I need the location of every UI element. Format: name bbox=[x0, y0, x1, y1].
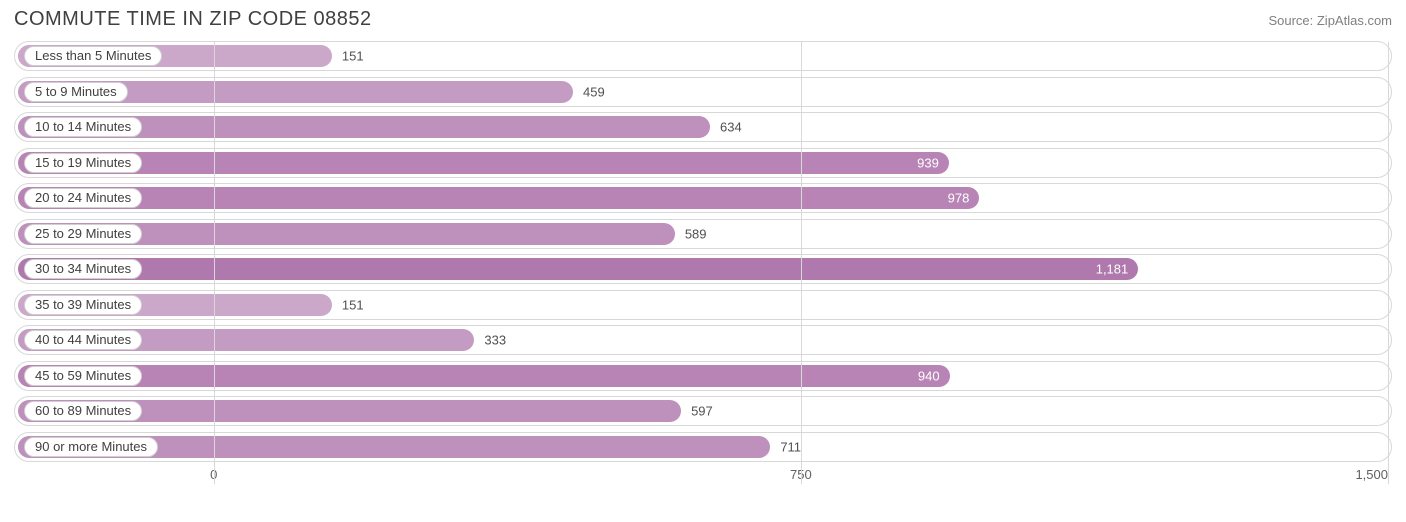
chart-header: COMMUTE TIME IN ZIP CODE 08852 Source: Z… bbox=[14, 8, 1392, 31]
bar-row: 25 to 29 Minutes 589 bbox=[14, 219, 1392, 249]
grid-line bbox=[801, 42, 802, 484]
bar-row: 15 to 19 Minutes 939 bbox=[14, 148, 1392, 178]
bar-row: 10 to 14 Minutes 634 bbox=[14, 112, 1392, 142]
bar-row: 60 to 89 Minutes 597 bbox=[14, 396, 1392, 426]
bar-row: 20 to 24 Minutes 978 bbox=[14, 183, 1392, 213]
bar-value-label: 151 bbox=[342, 49, 364, 64]
bar-category-label: 40 to 44 Minutes bbox=[24, 330, 142, 350]
bar-category-label: 60 to 89 Minutes bbox=[24, 401, 142, 421]
bar-fill bbox=[18, 187, 979, 209]
bar-value-label: 1,181 bbox=[1096, 262, 1129, 277]
bar-row: Less than 5 Minutes 151 bbox=[14, 41, 1392, 71]
bar-row: 40 to 44 Minutes 333 bbox=[14, 325, 1392, 355]
bar-category-label: 10 to 14 Minutes bbox=[24, 117, 142, 137]
bar-category-label: Less than 5 Minutes bbox=[24, 46, 162, 66]
bar-category-label: 15 to 19 Minutes bbox=[24, 153, 142, 173]
bar-category-label: 5 to 9 Minutes bbox=[24, 82, 128, 102]
bar-value-label: 597 bbox=[691, 404, 713, 419]
bar-category-label: 45 to 59 Minutes bbox=[24, 366, 142, 386]
bar-value-label: 333 bbox=[484, 333, 506, 348]
bar-row: 35 to 39 Minutes 151 bbox=[14, 290, 1392, 320]
chart-area: Less than 5 Minutes 151 5 to 9 Minutes 459 1… bbox=[14, 41, 1392, 462]
bar-category-label: 35 to 39 Minutes bbox=[24, 295, 142, 315]
bar-row: 45 to 59 Minutes 940 bbox=[14, 361, 1392, 391]
bar-value-label: 151 bbox=[342, 297, 364, 312]
bar-value-label: 711 bbox=[780, 439, 801, 454]
bar-row: 5 to 9 Minutes 459 bbox=[14, 77, 1392, 107]
grid-line bbox=[1388, 42, 1389, 484]
chart-title: COMMUTE TIME IN ZIP CODE 08852 bbox=[14, 8, 372, 31]
bar-category-label: 25 to 29 Minutes bbox=[24, 224, 142, 244]
bar-row: 30 to 34 Minutes 1,181 bbox=[14, 254, 1392, 284]
chart-container: COMMUTE TIME IN ZIP CODE 08852 Source: Z… bbox=[0, 0, 1406, 522]
bar-fill bbox=[18, 365, 950, 387]
bar-fill bbox=[18, 152, 949, 174]
bar-value-label: 634 bbox=[720, 120, 742, 135]
bar-value-label: 459 bbox=[583, 84, 605, 99]
bar-fill bbox=[18, 258, 1138, 280]
bar-category-label: 90 or more Minutes bbox=[24, 437, 158, 457]
bar-value-label: 940 bbox=[918, 368, 940, 383]
chart-source: Source: ZipAtlas.com bbox=[1268, 13, 1392, 28]
bar-category-label: 30 to 34 Minutes bbox=[24, 259, 142, 279]
bar-value-label: 939 bbox=[917, 155, 939, 170]
bar-row: 90 or more Minutes 711 bbox=[14, 432, 1392, 462]
bar-value-label: 978 bbox=[948, 191, 970, 206]
grid-line bbox=[214, 42, 215, 484]
bar-value-label: 589 bbox=[685, 226, 707, 241]
bar-category-label: 20 to 24 Minutes bbox=[24, 188, 142, 208]
x-axis: 07501,500 bbox=[14, 467, 1392, 497]
x-axis-tick-label: 1,500 bbox=[1355, 467, 1388, 482]
